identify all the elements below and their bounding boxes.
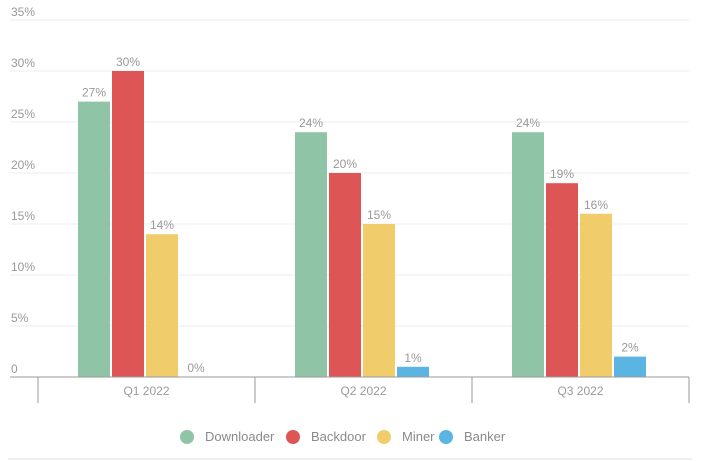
y-tick-label: 25% xyxy=(11,107,35,121)
bar-downloader-2 xyxy=(295,132,327,377)
bar-backdoor-1 xyxy=(112,71,144,377)
value-labels: 27% 30% 14% 0% 24% 20% 15% 1% 24% 19% 16% 2% xyxy=(82,55,639,375)
bar-downloader-1 xyxy=(78,101,110,377)
y-tick-label: 10% xyxy=(11,260,35,274)
y-tick-label: 20% xyxy=(11,158,35,172)
legend-item-miner[interactable]: Miner xyxy=(377,429,435,444)
legend-label: Miner xyxy=(402,429,435,444)
legend-item-backdoor[interactable]: Backdoor xyxy=(286,429,367,444)
y-tick-label: 30% xyxy=(11,56,35,70)
bar-miner-2 xyxy=(363,224,395,377)
data-label: 15% xyxy=(367,208,391,222)
legend-marker xyxy=(377,430,391,444)
x-tick-label: Q2 2022 xyxy=(340,384,386,398)
bar-banker-2 xyxy=(397,366,429,377)
bar-miner-1 xyxy=(146,234,178,377)
data-label: 30% xyxy=(116,55,140,69)
y-tick-label: 35% xyxy=(11,5,35,19)
legend-label: Banker xyxy=(464,429,506,444)
legend-marker xyxy=(439,430,453,444)
x-tick-label: Q3 2022 xyxy=(557,384,603,398)
y-tick-label: 5% xyxy=(11,311,29,325)
legend-marker xyxy=(180,430,194,444)
data-label: 14% xyxy=(150,218,174,232)
x-axis: Q1 2022 Q2 2022 Q3 2022 xyxy=(10,376,690,403)
data-label: 19% xyxy=(550,167,574,181)
legend-label: Backdoor xyxy=(311,429,367,444)
bar-backdoor-2 xyxy=(329,173,361,377)
legend: Downloader Backdoor Miner Banker xyxy=(180,429,506,444)
legend-marker xyxy=(286,430,300,444)
legend-label: Downloader xyxy=(205,429,275,444)
data-label: 2% xyxy=(621,341,639,355)
data-label: 0% xyxy=(187,361,205,375)
bar-banker-3 xyxy=(614,356,646,377)
x-tick-label: Q1 2022 xyxy=(123,384,169,398)
data-label: 20% xyxy=(333,157,357,171)
bar-backdoor-3 xyxy=(546,183,578,377)
legend-item-banker[interactable]: Banker xyxy=(439,429,506,444)
data-label: 27% xyxy=(82,86,106,100)
data-label: 24% xyxy=(299,116,323,130)
bars xyxy=(78,71,646,377)
legend-item-downloader[interactable]: Downloader xyxy=(180,429,275,444)
y-tick-label: 15% xyxy=(11,209,35,223)
bar-miner-3 xyxy=(580,213,612,377)
y-axis: 0 5% 10% 15% 20% 25% 30% 35% xyxy=(11,5,35,376)
data-label: 16% xyxy=(584,198,608,212)
y-tick-label: 0 xyxy=(11,362,18,376)
data-label: 1% xyxy=(404,351,422,365)
bar-downloader-3 xyxy=(512,132,544,377)
data-label: 24% xyxy=(516,116,540,130)
